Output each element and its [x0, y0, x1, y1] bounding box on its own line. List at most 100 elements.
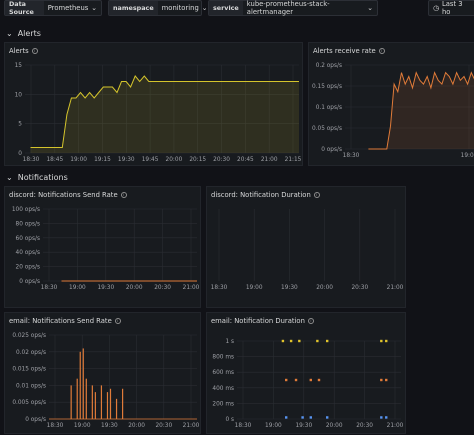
info-icon[interactable]: i: [378, 48, 385, 54]
discord-rate-chart: 0 ops/s 20 ops/s 40 ops/s 60 ops/s 80 ops/s 1…: [12, 207, 200, 291]
y-tick-label: 10: [15, 92, 23, 98]
x-tick-label: 20:00: [316, 285, 333, 291]
data-point: [285, 416, 288, 419]
row-title: Alerts: [17, 28, 41, 38]
data-point: [385, 378, 388, 382]
x-tick-label: 19:30: [281, 285, 298, 291]
email-duration-chart: 0 s 200 ms 400 ms 600 ms 800 ms 1 s 18:30 19:00…: [212, 339, 403, 429]
y-tick-label: 40 ops/s: [16, 250, 40, 256]
x-tick-label: 19:30: [295, 423, 312, 429]
x-tick-label: 20:45: [237, 157, 254, 163]
y-tick-label: 0: [18, 151, 22, 157]
namespace-picker[interactable]: namespace monitoring ⌄: [108, 0, 207, 16]
row-alerts[interactable]: ⌄ Alerts: [6, 26, 41, 40]
panel-title: discord: Notification Duration: [211, 191, 311, 199]
panel-title: Alerts: [9, 47, 29, 55]
data-point: [326, 416, 329, 419]
service-picker[interactable]: service kube-prometheus-stack-alertmanag…: [208, 0, 378, 16]
x-tick-label: 19:30: [101, 423, 118, 429]
x-tick-label: 19:00: [461, 153, 474, 159]
x-tick-label: 20:00: [126, 285, 143, 291]
x-tick-label: 19:00: [246, 285, 263, 291]
data-point: [281, 339, 285, 343]
panel-discord-duration[interactable]: discord: Notification Duration i 18:30 19:…: [206, 186, 406, 308]
x-tick-label: 18:30: [23, 157, 40, 163]
row-notifications[interactable]: ⌄ Notifications: [6, 170, 68, 184]
y-tick-label: 600 ms: [212, 370, 234, 376]
data-point: [385, 339, 388, 343]
panel-title: discord: Notifications Send Rate: [9, 191, 118, 199]
y-tick-label: 400 ms: [212, 386, 234, 392]
data-point: [380, 339, 383, 343]
panel-alerts-rate[interactable]: Alerts receive rate i 0 ops/s 0.05 ops/s 0.…: [308, 42, 474, 166]
y-tick-label: 5: [18, 122, 22, 128]
x-tick-label: 18:30: [47, 423, 64, 429]
data-point: [309, 416, 312, 419]
y-tick-label: 0.005 ops/s: [12, 400, 46, 406]
service-label: service: [209, 1, 243, 15]
alerts-rate-chart: 0 ops/s 0.05 ops/s 0.1 ops/s 0.15 ops/s 0.2 …: [312, 63, 474, 159]
x-tick-label: 19:45: [142, 157, 159, 163]
panel-title: email: Notifications Send Rate: [9, 317, 112, 325]
dashboard-toolbar: Data Source Prometheus ⌄ namespace monito…: [0, 0, 474, 22]
y-tick-label: 0.025 ops/s: [12, 333, 46, 339]
panel-email-send-rate[interactable]: email: Notifications Send Rate i 0 ops/s 0…: [4, 312, 201, 434]
x-tick-label: 20:00: [166, 157, 183, 163]
x-tick-label: 19:00: [70, 157, 87, 163]
x-tick-label: 21:00: [387, 285, 404, 291]
x-tick-label: 19:30: [118, 157, 135, 163]
row-title: Notifications: [17, 172, 68, 182]
y-tick-label: 0 ops/s: [19, 279, 40, 285]
panel-discord-send-rate[interactable]: discord: Notifications Send Rate i 0 ops/…: [4, 186, 201, 308]
x-tick-label: 18:30: [211, 285, 228, 291]
y-tick-label: 0.015 ops/s: [12, 367, 46, 373]
y-tick-label: 1 s: [225, 339, 234, 345]
panel-alerts[interactable]: Alerts i 0 5 10 15 18:30 18:45 19:00 19:15 19:30 1…: [4, 42, 303, 166]
namespace-label: namespace: [109, 1, 158, 15]
x-tick-label: 20:15: [189, 157, 206, 163]
x-tick-label: 21:00: [183, 423, 200, 429]
info-icon[interactable]: i: [114, 318, 121, 324]
chevron-down-icon: ⌄: [6, 172, 13, 182]
data-point: [309, 378, 312, 382]
time-range-value: Last 3 ho: [441, 0, 463, 16]
chevron-down-icon: ⌄: [201, 4, 208, 12]
x-tick-label: 20:00: [326, 423, 343, 429]
y-tick-label: 0.2 ops/s: [316, 63, 342, 69]
x-tick-label: 20:30: [351, 285, 368, 291]
service-value: kube-prometheus-stack-alertmanager: [246, 0, 330, 16]
x-tick-label: 20:00: [128, 423, 145, 429]
data-point: [289, 339, 293, 343]
series-area: [30, 76, 299, 153]
time-range-picker[interactable]: ◷ Last 3 ho: [428, 0, 474, 16]
alerts-chart: 0 5 10 15 18:30 18:45 19:00 19:15 19:30 19:45 20:0…: [15, 63, 302, 163]
y-tick-label: 0.1 ops/s: [316, 105, 342, 111]
x-tick-label: 19:15: [94, 157, 111, 163]
chevron-down-icon: ⌄: [6, 28, 13, 38]
chevron-down-icon: ⌄: [367, 4, 373, 12]
data-point: [298, 339, 301, 343]
info-icon[interactable]: i: [120, 192, 127, 198]
y-tick-label: 800 ms: [212, 355, 234, 361]
y-tick-label: 80 ops/s: [16, 221, 40, 227]
data-point: [380, 416, 383, 419]
y-tick-label: 0.05 ops/s: [312, 126, 342, 132]
datasource-picker[interactable]: Data Source Prometheus ⌄: [4, 0, 102, 16]
x-tick-label: 19:00: [69, 285, 86, 291]
info-icon[interactable]: i: [31, 48, 38, 54]
x-tick-label: 19:00: [265, 423, 282, 429]
y-tick-label: 20 ops/s: [16, 265, 40, 271]
info-icon[interactable]: i: [307, 318, 314, 324]
datasource-value: Prometheus: [47, 4, 89, 12]
y-tick-label: 200 ms: [212, 401, 234, 407]
panel-email-duration[interactable]: email: Notification Duration i 0 s 200 ms 4…: [206, 312, 406, 434]
info-icon[interactable]: i: [313, 192, 320, 198]
x-tick-label: 18:30: [343, 153, 360, 159]
y-tick-label: 0.01 ops/s: [16, 383, 46, 389]
x-tick-label: 21:00: [183, 285, 200, 291]
series-line: [368, 71, 474, 150]
y-tick-label: 0.15 ops/s: [312, 84, 342, 90]
chevron-down-icon: ⌄: [91, 4, 97, 12]
x-tick-label: 20:30: [155, 423, 172, 429]
x-tick-label: 20:30: [154, 285, 171, 291]
